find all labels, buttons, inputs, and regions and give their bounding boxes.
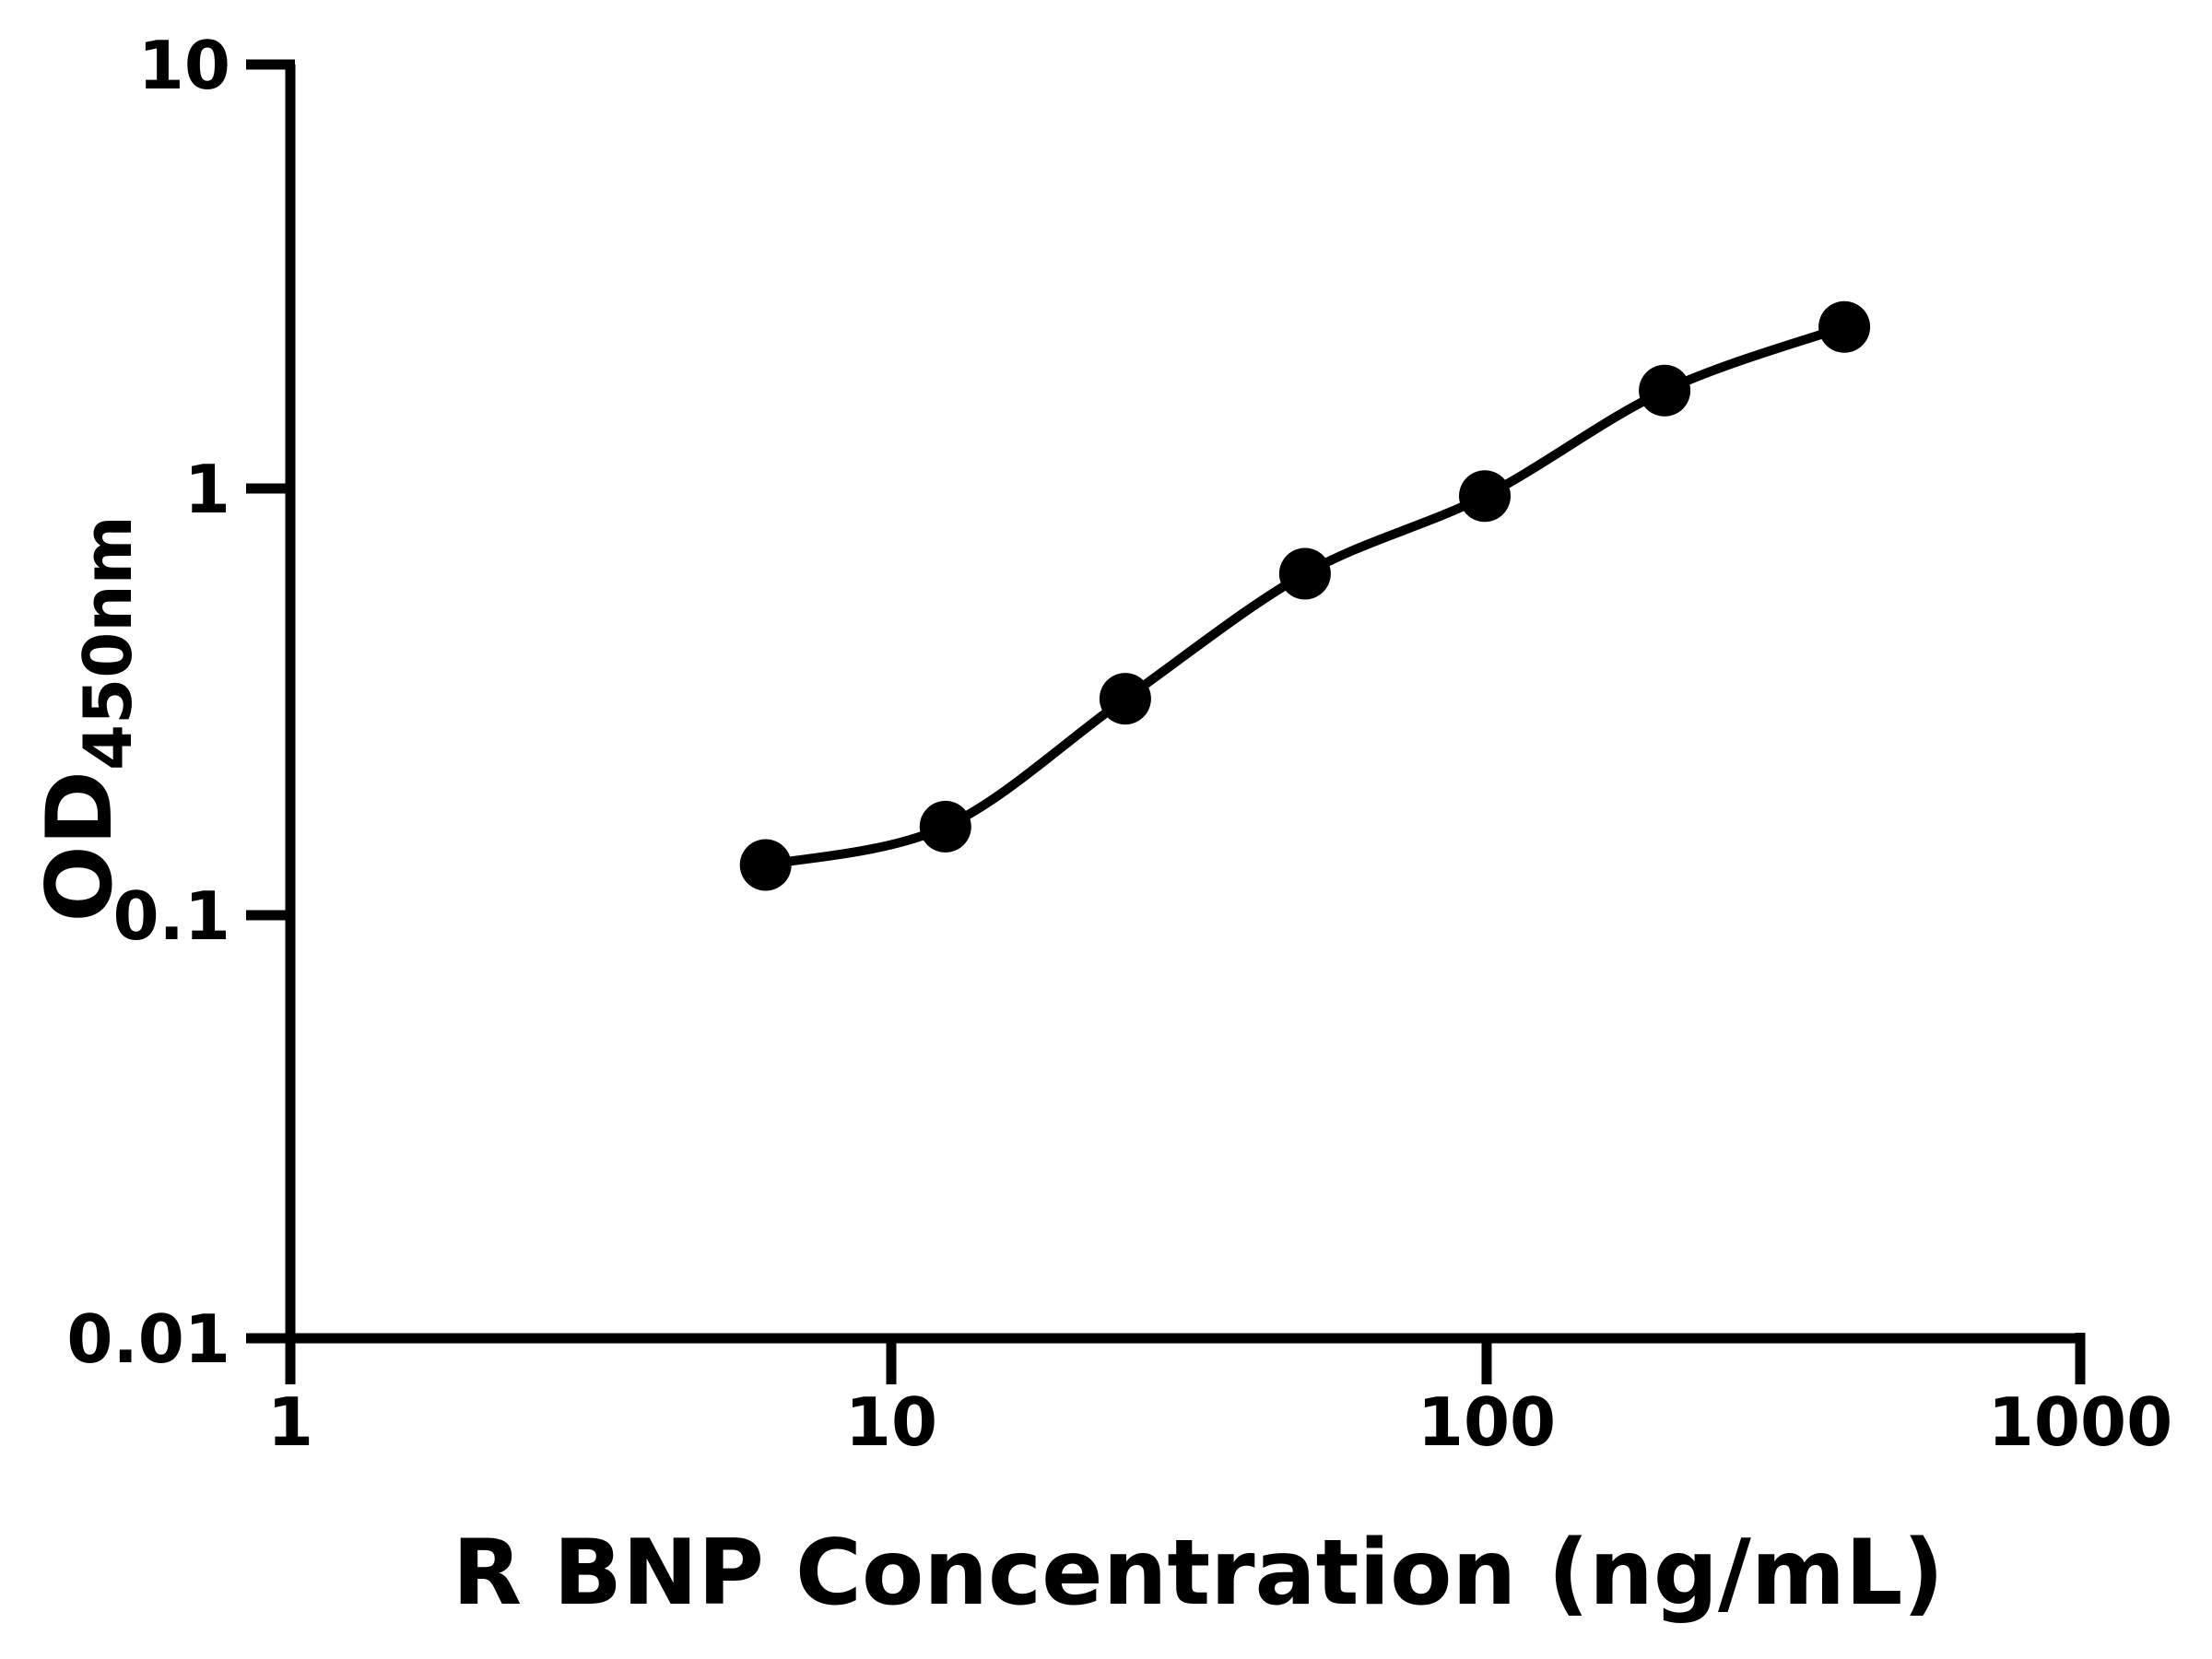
data-point bbox=[919, 800, 971, 853]
data-points bbox=[739, 300, 1871, 891]
y-tick-label-10: 10 bbox=[138, 27, 230, 104]
y-axis-title-subscript: 450nm bbox=[69, 515, 147, 771]
data-point bbox=[1459, 470, 1511, 523]
y-axis-title-main: OD bbox=[28, 771, 133, 923]
x-tick-label-1: 1 bbox=[267, 1383, 313, 1461]
y-tick-label-1: 1 bbox=[184, 451, 230, 528]
data-point bbox=[1818, 300, 1871, 353]
x-tick-label-100: 100 bbox=[1418, 1383, 1556, 1461]
x-axis-title: R BNP Concentration (ng/mL) bbox=[453, 1521, 1944, 1626]
x-tick-label-1000: 1000 bbox=[1988, 1383, 2172, 1461]
data-point bbox=[1099, 673, 1151, 725]
y-tick-label-0-1: 0.1 bbox=[112, 877, 230, 955]
data-point bbox=[1639, 364, 1691, 417]
y-tick-label-0-01: 0.01 bbox=[66, 1300, 230, 1378]
data-point bbox=[739, 839, 792, 891]
x-tick-label-10: 10 bbox=[845, 1383, 937, 1461]
y-axis-title: OD450nm bbox=[28, 515, 147, 922]
data-point bbox=[1278, 547, 1331, 600]
